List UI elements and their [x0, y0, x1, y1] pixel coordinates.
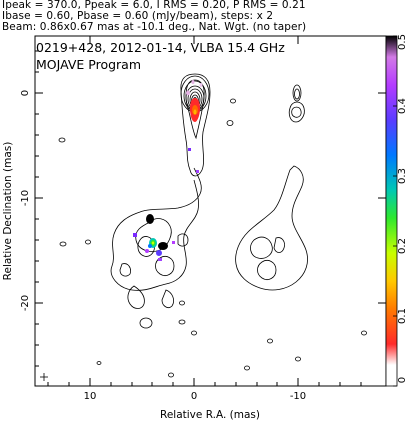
beam-marker	[40, 373, 48, 381]
y-tick-label-0: 0	[20, 90, 31, 96]
jet-color-fill	[133, 214, 175, 261]
beam-line: Beam: 0.86x0.67 mas at -10.1 deg., Nat. …	[2, 21, 307, 33]
colorbar-tick-label: 0.4	[397, 98, 408, 114]
x-tick-label-neg10: -10	[290, 391, 306, 402]
colorbar-tick-label: 0.3	[397, 168, 408, 184]
colorbar-tick-label: 0.2	[397, 238, 408, 254]
axis-ticks	[35, 36, 386, 386]
x-tick-label-10: 10	[84, 391, 97, 402]
colorbar-tick-label: 0	[397, 377, 408, 383]
plot-subtitle: MOJAVE Program	[36, 57, 142, 72]
stats-line-1: Ipeak = 370.0, Ppeak = 6.0, I RMS = 0.20…	[2, 0, 306, 11]
y-axis-title: Relative Declination (mas)	[2, 142, 14, 281]
plot-frame	[34, 35, 387, 387]
core-color-fill	[186, 80, 203, 173]
y-tick-label-neg20: -20	[20, 295, 31, 311]
polarization-contours	[235, 84, 308, 291]
colorbar-tick-label: 0.1	[397, 308, 408, 324]
x-axis-title: Relative R.A. (mas)	[160, 409, 260, 421]
plot-title: 0219+428, 2012-01-14, VLBA 15.4 GHz	[36, 40, 285, 55]
intensity-contours	[58, 73, 367, 378]
x-tick-label-0: 0	[191, 391, 197, 402]
colorbar-ticks: 0 0.1 0.2 0.3 0.4 0.5	[393, 34, 408, 387]
colorbar-tick-label: 0.5	[397, 34, 408, 50]
y-tick-label-neg10: -10	[20, 190, 31, 206]
colorbar	[385, 35, 398, 387]
stats-line-2: Ibase = 0.60, Pbase = 0.60 (mJy/beam), s…	[2, 10, 274, 22]
